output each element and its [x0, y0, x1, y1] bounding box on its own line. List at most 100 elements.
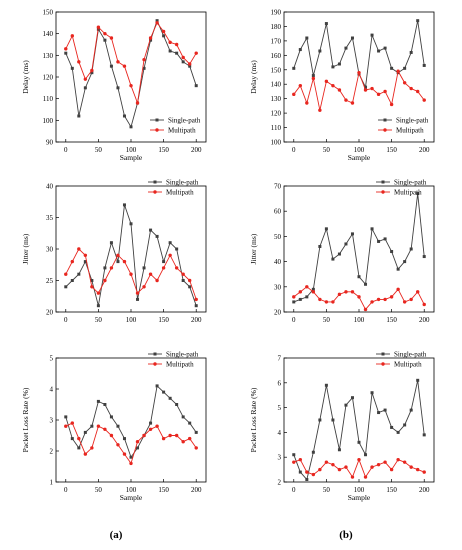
y-tick-label: 40 [274, 258, 282, 266]
y-axis-label: Delay (ms) [249, 60, 258, 94]
legend-marker [381, 352, 385, 356]
data-point [142, 57, 146, 62]
data-point [344, 465, 348, 469]
data-point [402, 300, 407, 304]
data-point [194, 304, 198, 308]
data-point [305, 36, 309, 40]
data-point [390, 250, 394, 254]
series-line [65, 21, 197, 105]
series-multipath [292, 457, 426, 479]
data-point [70, 259, 75, 264]
data-point [389, 295, 394, 299]
x-tick-label: 100 [354, 146, 365, 154]
x-tick-label: 0 [64, 486, 68, 494]
data-point [350, 101, 355, 105]
data-point [409, 408, 413, 412]
data-point [188, 421, 192, 425]
data-point [390, 425, 394, 429]
data-point [305, 295, 309, 299]
data-point [318, 244, 322, 248]
data-point [103, 38, 107, 42]
data-point [357, 70, 361, 75]
data-point [318, 418, 322, 422]
data-point [292, 460, 296, 464]
y-axis-label: Jitter (ms) [21, 233, 30, 264]
legend-marker [155, 128, 159, 132]
data-point [187, 436, 192, 441]
x-tick-label: 50 [323, 486, 331, 494]
data-point [331, 462, 335, 467]
data-point [174, 433, 179, 438]
y-tick-label: 3 [50, 417, 54, 425]
data-point [129, 125, 133, 129]
data-point [168, 433, 172, 438]
x-tick-label: 100 [354, 486, 365, 494]
data-point [162, 260, 166, 264]
legend: Single-path Multipath [376, 351, 427, 369]
y-tick-label: 2 [278, 479, 282, 487]
data-point [344, 98, 348, 102]
legend-marker [153, 362, 157, 366]
data-point [298, 83, 303, 88]
y-tick-label: 5 [278, 404, 282, 412]
data-point [324, 227, 328, 231]
legend-marker [381, 180, 385, 184]
y-tick-label: 4 [278, 429, 282, 437]
data-point [377, 239, 381, 243]
x-tick-label: 0 [292, 316, 296, 324]
x-tick-label: 100 [126, 486, 137, 494]
y-axis-label: Packet Loss Rate (%) [249, 387, 258, 452]
y-tick-label: 110 [43, 95, 54, 103]
data-point [389, 102, 394, 107]
panel-label-a: (a) [110, 529, 123, 541]
data-point [370, 391, 374, 395]
data-point [109, 266, 114, 270]
data-point [370, 33, 374, 37]
x-tick-label: 100 [126, 316, 137, 324]
data-point [376, 297, 381, 302]
data-point [337, 88, 342, 92]
data-point [135, 291, 140, 295]
data-point [96, 291, 101, 295]
y-tick-label: 120 [271, 110, 282, 118]
data-point [318, 467, 322, 472]
data-point [135, 440, 140, 444]
data-point [370, 86, 374, 91]
data-point [377, 49, 381, 53]
data-point [344, 242, 348, 246]
x-tick-label: 150 [158, 316, 169, 324]
data-point [149, 38, 153, 42]
data-point [168, 253, 172, 257]
data-point [383, 89, 387, 94]
data-point [324, 22, 328, 26]
data-point [77, 446, 81, 450]
data-point [363, 88, 368, 92]
data-point [90, 71, 94, 75]
data-point [77, 60, 81, 64]
data-point [292, 300, 296, 304]
data-point [383, 460, 387, 464]
chart-3: 0 50 100 150 200 20 25 30 35 40 Jitter (ms) Single-… [21, 179, 207, 324]
data-point [142, 433, 146, 438]
data-point [364, 85, 368, 89]
data-point [415, 89, 420, 94]
data-point [181, 415, 185, 419]
data-point [96, 424, 101, 428]
data-point [109, 64, 113, 68]
data-point [103, 427, 107, 431]
y-tick-label: 35 [46, 214, 54, 222]
chart-2: 0 50 100 150 200 100 110 120 130 140 150 160 170 180 1… [249, 9, 435, 162]
data-point [370, 465, 374, 469]
x-tick-label: 150 [158, 146, 169, 154]
series-multipath [64, 21, 198, 105]
data-point [77, 272, 81, 276]
data-point [396, 287, 400, 292]
data-point [70, 66, 74, 70]
data-point [142, 285, 146, 289]
data-point [357, 275, 361, 279]
data-point [403, 260, 407, 264]
data-point [344, 290, 348, 294]
data-point [357, 457, 361, 462]
chart-6: 0 50 100 150 200 2 3 4 5 6 7 Sample Packet Loss Rate… [249, 351, 435, 502]
data-point [70, 279, 74, 282]
